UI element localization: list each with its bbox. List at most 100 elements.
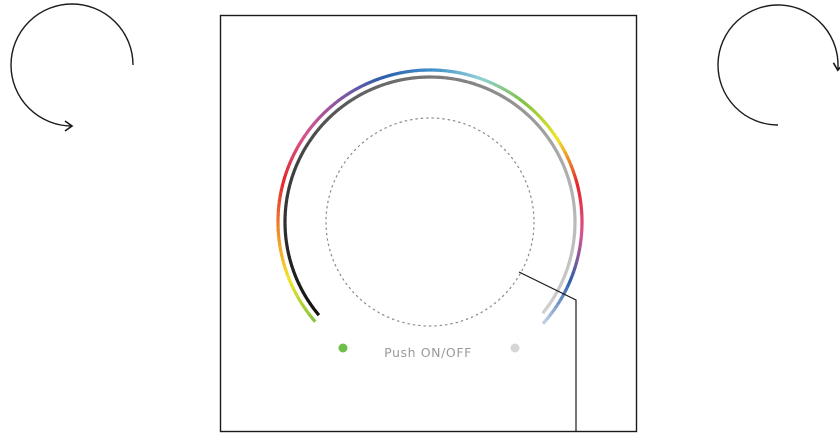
ring-segment [291, 269, 297, 276]
ring-segment [571, 198, 576, 205]
ring-segment [283, 170, 289, 178]
ring-segment [483, 85, 490, 91]
ring-segment [474, 75, 482, 81]
ring-segment [577, 243, 583, 250]
ring-segment [386, 73, 393, 78]
ring-segment [442, 75, 449, 80]
ring-segment [569, 272, 575, 279]
ring-segment [479, 77, 487, 83]
ring-segment [298, 151, 305, 158]
ring-segment [450, 69, 458, 74]
ring-segment [278, 190, 283, 197]
ring-segment [290, 265, 295, 272]
ring-segment [282, 264, 288, 271]
panel-frame [219, 14, 638, 433]
ring-segment [288, 260, 294, 267]
ring-segment [541, 318, 548, 325]
ring-segment [382, 81, 389, 87]
ring-segment [279, 185, 284, 192]
ring-segment [441, 68, 448, 73]
ring-segment [495, 91, 502, 98]
ring-segment [285, 273, 291, 281]
ring-segment [460, 78, 467, 84]
ring-segment [465, 72, 472, 78]
ring-segment [293, 164, 299, 171]
rotate-clockwise-arrow-icon [10, 3, 134, 132]
ring-segment [293, 273, 299, 281]
ring-segment [281, 175, 287, 183]
ring-segment [564, 171, 570, 178]
ring-segment [284, 242, 289, 249]
ring-segment [288, 177, 294, 184]
ring-segment [286, 161, 292, 169]
ring-segment [284, 166, 290, 173]
ring-end-dot [510, 343, 520, 353]
ring-segment [572, 236, 576, 242]
ring-segment [296, 155, 303, 162]
ring-segment [541, 308, 547, 315]
ring-segment [556, 284, 562, 292]
ring-segment [557, 154, 563, 161]
ring-segment [469, 81, 476, 86]
ring-segment [574, 179, 579, 186]
ring-segment [360, 90, 367, 96]
ring-segment [284, 200, 289, 207]
ring-segment [579, 203, 584, 210]
ring-segment [372, 77, 379, 83]
ring-segment [576, 188, 582, 196]
ring-segment [276, 205, 281, 212]
ring-segment [290, 152, 296, 160]
ring-segment [470, 74, 477, 79]
ring-segment [567, 276, 574, 284]
ring-segment [381, 74, 389, 80]
ring-segment [565, 281, 572, 288]
push-knob-outline[interactable] [325, 117, 535, 327]
ring-segment [572, 203, 577, 210]
ring-segment [572, 174, 578, 181]
ring-segment [570, 194, 575, 201]
ring-segment [405, 76, 411, 81]
ring-segment [297, 282, 303, 289]
ring-segment [571, 267, 577, 274]
ring-segment [364, 88, 372, 94]
ring-segment [451, 77, 458, 82]
ring-segment [565, 155, 571, 163]
ring-segment [560, 276, 566, 283]
ring-segment [446, 69, 453, 74]
ring-segment [575, 253, 581, 260]
ring-segment [566, 175, 571, 182]
ring-segment [369, 86, 376, 92]
ring-segment [562, 272, 568, 279]
ring-segment [281, 259, 286, 266]
ring-segment [567, 258, 572, 266]
ring-segment [391, 71, 398, 77]
ring-segment [367, 79, 375, 85]
ring-segment [277, 200, 282, 207]
ring-segment [409, 76, 416, 80]
ring-start-dot [338, 343, 348, 353]
ring-segment [571, 169, 577, 176]
ring-segment [276, 235, 281, 242]
ring-segment [578, 198, 583, 205]
ring-segment [567, 160, 573, 167]
ring-segment [484, 78, 491, 84]
ring-segment [287, 278, 293, 285]
rotate-clockwise-arrow-icon [717, 4, 840, 126]
ring-segment [573, 262, 578, 270]
ring-segment [579, 233, 584, 240]
push-on-off-label: Push ON/OFF [384, 345, 472, 360]
ring-segment [396, 70, 403, 76]
ring-segment [558, 280, 564, 288]
ring-segment [460, 71, 467, 77]
ring-segment [284, 238, 289, 244]
ring-segment [299, 286, 305, 293]
ring-segment [285, 247, 290, 254]
color-spectrum-ring [276, 68, 584, 325]
ring-segment [488, 80, 496, 86]
ring-segment [578, 238, 583, 245]
ring-segment [277, 195, 282, 202]
ring-segment [284, 195, 289, 202]
ring-segment [455, 70, 463, 75]
ring-segment [568, 254, 573, 261]
ring-segment [571, 240, 576, 247]
